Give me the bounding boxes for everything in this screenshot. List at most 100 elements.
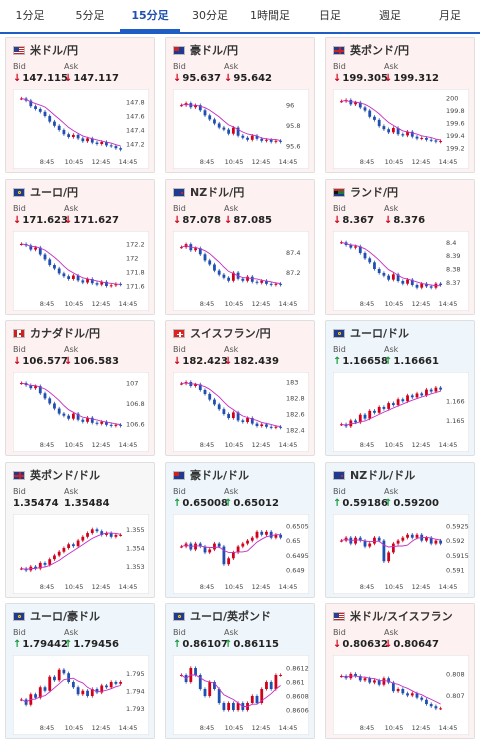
candle-body — [19, 383, 23, 385]
pair-title-link[interactable]: 豪ドル/円 — [173, 43, 238, 57]
y-tick-label: 0.861 — [286, 679, 305, 687]
ask-label: Ask — [64, 628, 79, 637]
pair-title-link[interactable]: NZドル/円 — [173, 185, 244, 199]
price-chart[interactable]: 147.8 147.6 147.4 147.2 8:45 10:45 12:45 14:45 — [13, 89, 149, 169]
price-chart[interactable]: 0.808 0.807 8:45 10:45 12:45 14:45 — [333, 655, 469, 735]
pair-title-link[interactable]: ランド/円 — [333, 185, 398, 199]
price-chart[interactable]: 87.4 87.2 8:45 10:45 12:45 14:45 — [173, 231, 309, 311]
up-arrow-icon: ↑ — [64, 639, 73, 650]
candle-body — [255, 135, 259, 139]
candle-body — [213, 119, 216, 124]
pair-title-link[interactable]: ユーロ/ドル — [333, 326, 409, 340]
rate-card[interactable]: ユーロ/ドル Bid Ask ↑1.16658 ↑1.16661 1.166 1.165 8:… — [325, 320, 475, 456]
candle-body — [34, 386, 37, 389]
price-chart[interactable]: 96 95.8 95.6 8:45 10:45 12:45 14:45 — [173, 89, 309, 169]
rate-card[interactable]: カナダドル/円 Bid Ask ↓106.577 ↓106.583 107 106.8 106… — [5, 320, 155, 456]
candle-body — [396, 540, 400, 544]
price-chart[interactable]: 0.6505 0.65 0.6495 0.649 8:45 10:45 12:45 14:45 — [173, 514, 309, 594]
ask-label: Ask — [64, 345, 79, 354]
pair-title-link[interactable]: ユーロ/英ポンド — [173, 609, 271, 623]
tab-6[interactable]: 週足 — [379, 9, 401, 22]
y-tick-label: 1.794 — [126, 687, 145, 695]
price-chart[interactable]: 0.8612 0.861 0.8608 0.8606 8:45 10:45 12:45 14:… — [173, 655, 309, 735]
tab-3[interactable]: 30分足 — [192, 9, 228, 22]
pair-name: ランド/円 — [350, 186, 399, 199]
nz-us-flag-icon — [333, 470, 345, 480]
price-chart[interactable]: 200 199.8 199.6 199.4 199.2 8:45 10:45 12:45 14:… — [333, 89, 469, 169]
pair-title-link[interactable]: ユーロ/豪ドル — [13, 609, 100, 623]
rate-card[interactable]: 英ポンド/ドル Bid Ask 1.35474 1.35484 1.355 1.354 1.3… — [5, 462, 155, 598]
y-tick-label: 172 — [126, 255, 138, 263]
down-arrow-icon: ↓ — [333, 73, 342, 84]
bid-value: 1.35474 — [13, 498, 59, 509]
candle-body — [57, 551, 61, 556]
candle-body — [274, 534, 278, 538]
bid-label: Bid — [333, 204, 346, 213]
x-tick-label: 12:45 — [252, 724, 271, 732]
price-chart[interactable]: 183 182.8 182.6 182.4 8:45 10:45 12:45 14:45 — [173, 372, 309, 452]
za-flag-icon — [333, 187, 345, 197]
candle-body — [222, 409, 226, 414]
rate-card[interactable]: ユーロ/豪ドル Bid Ask ↑1.79442 ↑1.79456 1.795 1.794 1… — [5, 603, 155, 739]
candle-body — [203, 689, 207, 696]
candle-body — [71, 275, 75, 279]
rate-card[interactable]: スイスフラン/円 Bid Ask ↓182.423 ↓182.439 183 182.8 18… — [165, 320, 315, 456]
ask-value: ↑1.79456 — [64, 639, 119, 650]
candle-body — [406, 693, 409, 696]
rate-card[interactable]: ユーロ/円 Bid Ask ↓171.623 ↓171.627 172.2 172 171.8… — [5, 179, 155, 315]
pair-title-link[interactable]: 英ポンド/円 — [333, 43, 409, 57]
tab-7[interactable]: 月足 — [439, 9, 461, 22]
pair-title-link[interactable]: 米ドル/円 — [13, 43, 78, 57]
price-chart[interactable]: 172.2 172 171.8 171.6 8:45 10:45 12:45 14:45 — [13, 231, 149, 311]
price-chart[interactable]: 8.4 8.39 8.38 8.37 8:45 10:45 12:45 14:45 — [333, 231, 469, 311]
candle-body — [279, 426, 283, 428]
down-arrow-icon: ↓ — [64, 215, 73, 226]
rate-card[interactable]: 豪ドル/ドル Bid Ask ↑0.65008 ↑0.65012 0.6505 0.65 0.… — [165, 462, 315, 598]
x-tick-label: 8:45 — [200, 300, 215, 308]
pair-title-link[interactable]: 英ポンド/ドル — [13, 468, 100, 482]
x-tick-label: 12:45 — [92, 724, 111, 732]
candle-body — [415, 285, 419, 288]
y-tick-label: 182.6 — [286, 411, 305, 419]
candle-body — [420, 697, 424, 700]
tab-4[interactable]: 1時間足 — [250, 9, 290, 22]
candle-body — [43, 562, 47, 565]
rate-card[interactable]: 英ポンド/円 Bid Ask ↓199.305 ↓199.312 200 199.8 199.… — [325, 37, 475, 173]
price-chart[interactable]: 0.5925 0.592 0.5915 0.591 8:45 10:45 12:45 14:4… — [333, 514, 469, 594]
x-tick-label: 14:45 — [439, 441, 458, 449]
price-chart[interactable]: 1.166 1.165 8:45 10:45 12:45 14:45 — [333, 372, 469, 452]
rate-card[interactable]: NZドル/ドル Bid Ask ↑0.59186 ↑0.59200 0.5925 0.592… — [325, 462, 475, 598]
tab-5[interactable]: 日足 — [319, 9, 341, 22]
pair-title-link[interactable]: 米ドル/スイスフラン — [333, 609, 453, 623]
candle-body — [339, 676, 343, 678]
candle-body — [34, 566, 37, 569]
pair-title-link[interactable]: 豪ドル/ドル — [173, 468, 249, 482]
candle-body — [382, 678, 386, 685]
pair-title-link[interactable]: カナダドル/円 — [13, 326, 100, 340]
chart-background — [333, 372, 469, 452]
rate-card[interactable]: NZドル/円 Bid Ask ↓87.078 ↓87.085 87.4 87.2 8:45 10… — [165, 179, 315, 315]
price-chart[interactable]: 1.795 1.794 1.793 8:45 10:45 12:45 14:45 — [13, 655, 149, 735]
rate-card[interactable]: ユーロ/英ポンド Bid Ask ↑0.86107 ↑0.86115 0.8612 0.86… — [165, 603, 315, 739]
x-tick-label: 10:45 — [225, 441, 244, 449]
price-chart[interactable]: 1.355 1.354 1.353 8:45 10:45 12:45 14:45 — [13, 514, 149, 594]
chart-background — [173, 514, 309, 594]
down-arrow-icon: ↓ — [384, 639, 393, 650]
candle-body — [231, 272, 235, 281]
candle-body — [396, 399, 400, 406]
price-chart[interactable]: 107 106.8 106.6 8:45 10:45 12:45 14:45 — [13, 372, 149, 452]
pair-title-link[interactable]: ユーロ/円 — [13, 185, 78, 199]
tab-1[interactable]: 5分足 — [75, 9, 105, 22]
rate-card[interactable]: 豪ドル/円 Bid Ask ↓95.637 ↓95.642 96 95.8 95.6 8:45 1… — [165, 37, 315, 173]
rate-card[interactable]: ランド/円 Bid Ask ↓8.367 ↓8.376 8.4 8.39 8.38 8.37 8:… — [325, 179, 475, 315]
candle-body — [269, 682, 273, 689]
pair-title-link[interactable]: スイスフラン/円 — [173, 326, 271, 340]
pair-title-link[interactable]: NZドル/ドル — [333, 468, 415, 482]
tab-2[interactable]: 15分足 — [120, 0, 180, 32]
rate-card[interactable]: 米ドル/円 Bid Ask ↓147.115 ↓147.117 147.8 147.6 147… — [5, 37, 155, 173]
rate-card[interactable]: 米ドル/スイスフラン Bid Ask ↓0.80632 ↓0.80647 0.808 0.8… — [325, 603, 475, 739]
pair-name: ユーロ/円 — [30, 186, 79, 199]
tab-0[interactable]: 1分足 — [15, 9, 45, 22]
x-tick-label: 12:45 — [92, 300, 111, 308]
x-tick-label: 8:45 — [360, 724, 375, 732]
